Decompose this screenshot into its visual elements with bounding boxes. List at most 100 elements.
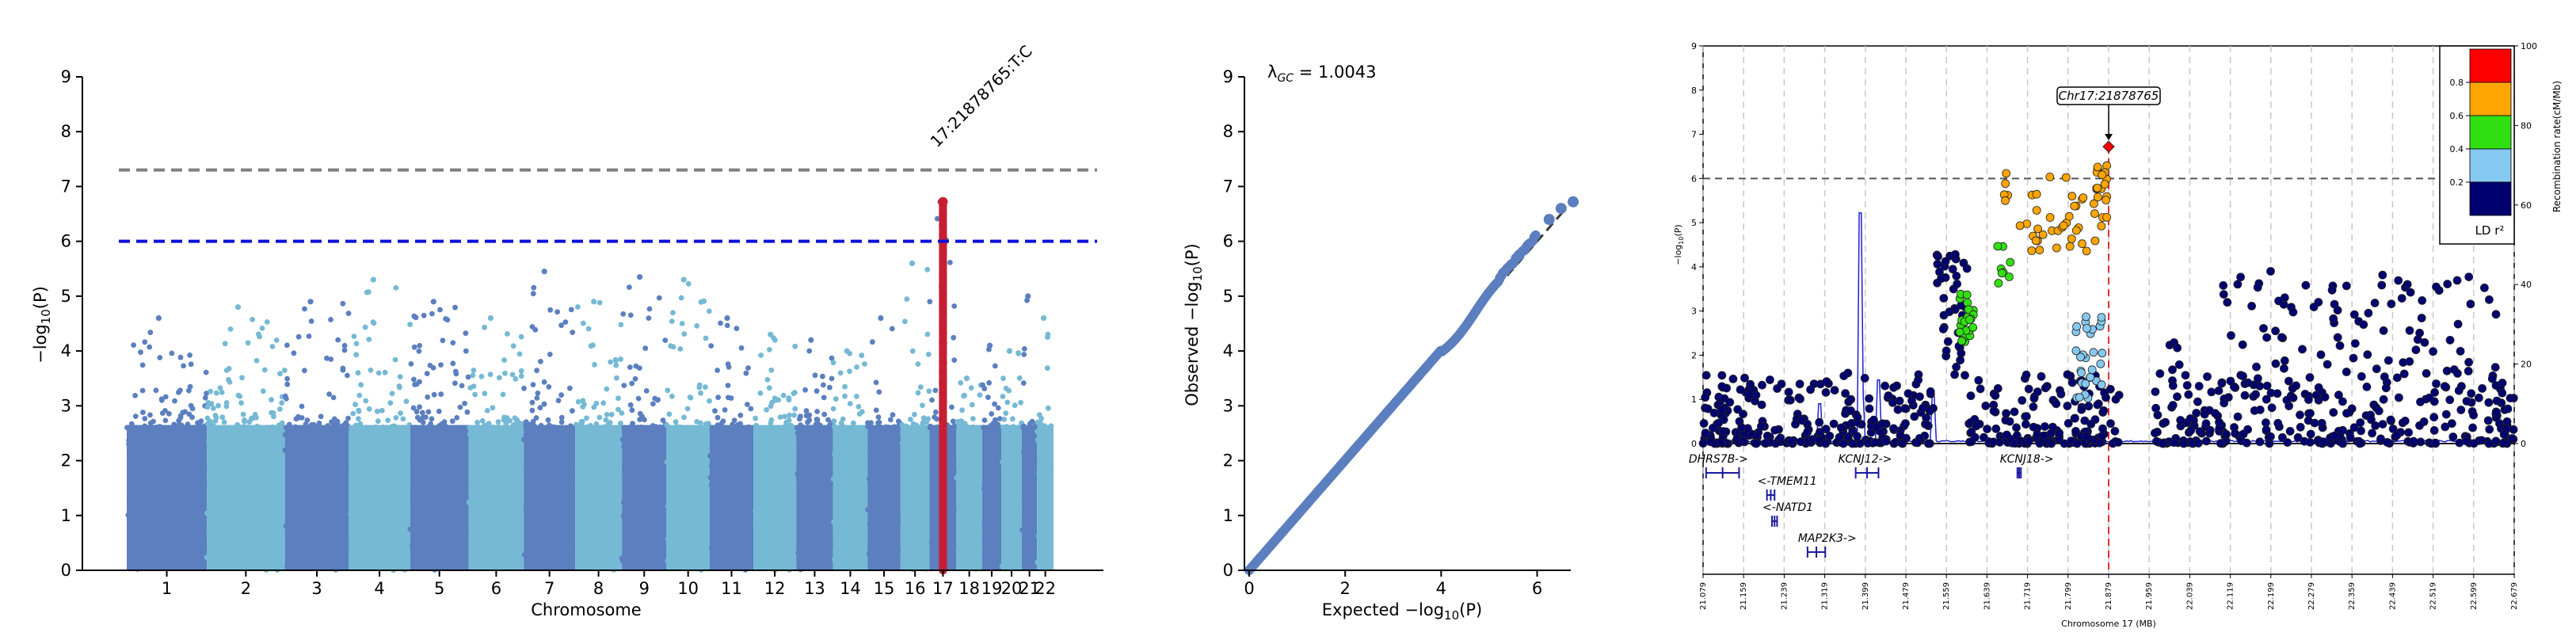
regional-snp-point bbox=[2378, 270, 2387, 280]
snp-point bbox=[356, 392, 363, 398]
snp-point bbox=[271, 413, 276, 420]
regional-snp-point bbox=[1822, 377, 1831, 387]
snp-point bbox=[509, 371, 516, 378]
regional-snp-point bbox=[1926, 387, 1935, 396]
regional-snp-point bbox=[1745, 390, 1755, 400]
snp-point bbox=[332, 416, 337, 422]
snp-point bbox=[223, 403, 230, 410]
snp-point bbox=[855, 404, 862, 410]
chromosome-11-dense-band bbox=[709, 425, 754, 570]
regional-snp-point bbox=[1981, 402, 1991, 410]
regional-snp-point bbox=[2056, 390, 2066, 398]
snp-point bbox=[219, 414, 226, 421]
regional-snp-point bbox=[2440, 382, 2449, 391]
chromosome-5-dense-band bbox=[410, 425, 469, 570]
snp-point bbox=[933, 409, 939, 415]
regional-snp-point bbox=[2090, 236, 2100, 246]
snp-point bbox=[604, 386, 610, 392]
snp-point bbox=[694, 419, 700, 425]
regional-snp-point bbox=[2046, 429, 2056, 438]
snp-point bbox=[1029, 418, 1035, 425]
snp-point bbox=[505, 331, 510, 337]
snp-point bbox=[162, 394, 169, 400]
snp-point bbox=[925, 352, 932, 357]
x-tick-label: 22.599 bbox=[2470, 582, 2479, 610]
regional-snp-point bbox=[2364, 308, 2373, 318]
snp-point bbox=[142, 339, 148, 345]
snp-point bbox=[408, 361, 414, 367]
chromosome-7-dense-band bbox=[524, 425, 576, 570]
highlight-snp-point bbox=[939, 536, 947, 545]
snp-point bbox=[213, 414, 219, 421]
gene-label: KCNJ12-> bbox=[1839, 453, 1892, 466]
snp-point bbox=[308, 318, 314, 324]
snp-point bbox=[1024, 297, 1030, 303]
regional-snp-point bbox=[2002, 169, 2011, 178]
regional-snp-point bbox=[1939, 310, 1949, 320]
regional-snp-point bbox=[2027, 246, 2037, 255]
peak-snp-point bbox=[487, 315, 494, 322]
snp-point bbox=[904, 296, 910, 302]
snp-point bbox=[284, 381, 291, 387]
regional-snp-point bbox=[1997, 269, 2006, 278]
snp-point bbox=[530, 291, 536, 297]
regional-snp-point bbox=[2064, 211, 2074, 221]
snp-point bbox=[777, 414, 783, 420]
regional-snp-point bbox=[2429, 347, 2438, 356]
regional-snp-point bbox=[2215, 417, 2224, 427]
manhattan-points bbox=[124, 196, 1054, 575]
x-tick-label: 22.279 bbox=[2307, 582, 2316, 610]
peak-snp-point bbox=[155, 315, 162, 322]
snp-point bbox=[643, 388, 650, 394]
x-tick-label: 21.959 bbox=[2145, 582, 2154, 610]
regional-snp-point bbox=[2388, 425, 2398, 433]
regional-snp-point bbox=[2498, 388, 2507, 398]
snp-point bbox=[397, 374, 403, 379]
ld-color-swatch bbox=[2469, 48, 2512, 83]
snp-point bbox=[238, 400, 244, 406]
chromosome-1-dense-band bbox=[127, 425, 208, 570]
regional-snp-point bbox=[1717, 382, 1727, 391]
regional-snp-point bbox=[2239, 371, 2247, 381]
y2-tick-label: 20 bbox=[2521, 360, 2532, 370]
chromosome-10-points bbox=[664, 276, 713, 573]
regional-snp-point bbox=[1736, 385, 1745, 394]
snp-point bbox=[908, 417, 913, 422]
x-tick-label: 13 bbox=[804, 579, 825, 598]
snp-point bbox=[992, 363, 998, 369]
regional-snp-point bbox=[1870, 438, 1880, 447]
regional-snp-point bbox=[2259, 324, 2268, 333]
snp-point bbox=[812, 372, 818, 379]
regional-snp-point bbox=[1943, 337, 1953, 346]
chromosome-12-points bbox=[753, 331, 799, 573]
snp-point bbox=[221, 419, 227, 425]
regional-snp-point bbox=[2022, 370, 2031, 379]
regional-snp-point bbox=[2031, 236, 2041, 246]
snp-point bbox=[235, 392, 242, 398]
snp-point bbox=[968, 385, 974, 391]
snp-point bbox=[613, 362, 619, 368]
regional-snp-point bbox=[2033, 224, 2043, 234]
regional-snp-point bbox=[2355, 439, 2365, 448]
snp-point bbox=[189, 406, 196, 412]
regional-snp-point bbox=[1701, 393, 1710, 402]
regional-snp-point bbox=[1757, 400, 1766, 410]
snp-point bbox=[487, 371, 493, 378]
regional-snp-point bbox=[2429, 426, 2439, 435]
regional-snp-point bbox=[1803, 428, 1812, 437]
x-tick-label: 2 bbox=[1339, 579, 1350, 598]
regional-snp-point bbox=[2100, 180, 2109, 189]
snp-point bbox=[558, 419, 565, 425]
regional-snp-point bbox=[1740, 373, 1749, 383]
x-tick-label: 5 bbox=[434, 579, 444, 598]
chromosome-4-dense-band bbox=[349, 425, 410, 570]
snp-point bbox=[353, 341, 360, 347]
snp-point bbox=[253, 357, 260, 364]
regional-snp-point bbox=[2277, 432, 2287, 442]
snp-point bbox=[457, 404, 463, 410]
regional-snp-point bbox=[2251, 390, 2261, 399]
snp-point bbox=[1003, 410, 1009, 416]
regional-snp-point bbox=[1989, 406, 1999, 416]
snp-point bbox=[705, 421, 711, 426]
snp-point bbox=[467, 385, 474, 390]
